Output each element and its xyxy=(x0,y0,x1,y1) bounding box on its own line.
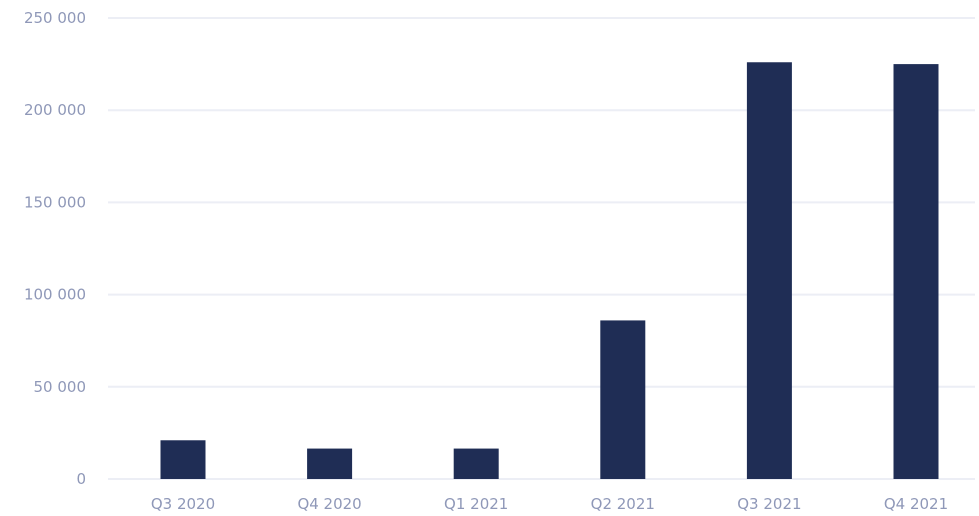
grid xyxy=(108,17,975,480)
y-tick-label: 0 xyxy=(76,470,86,488)
y-tick-label: 200 000 xyxy=(24,101,86,119)
x-tick-label: Q3 2021 xyxy=(737,495,801,513)
x-tick-label: Q4 2021 xyxy=(884,495,948,513)
bar xyxy=(746,62,792,479)
bar xyxy=(893,64,939,479)
x-tick-label: Q1 2021 xyxy=(444,495,508,513)
bars xyxy=(160,62,939,479)
y-tick-label: 250 000 xyxy=(24,9,86,27)
bar xyxy=(307,448,353,479)
x-tick-label: Q4 2020 xyxy=(297,495,361,513)
bar xyxy=(160,440,206,479)
x-tick-label: Q3 2020 xyxy=(151,495,215,513)
y-tick-label: 150 000 xyxy=(24,193,86,211)
x-tick-label: Q2 2021 xyxy=(591,495,655,513)
y-tick-label: 50 000 xyxy=(34,378,87,396)
bar xyxy=(600,320,646,479)
y-axis-labels: 0 50 000 100 000 150 000 200 000 250 000 xyxy=(24,9,86,488)
x-axis-labels: Q3 2020 Q4 2020 Q1 2021 Q2 2021 Q3 2021 Q4 20… xyxy=(151,495,948,513)
bar xyxy=(453,448,499,479)
y-tick-label: 100 000 xyxy=(24,286,86,304)
